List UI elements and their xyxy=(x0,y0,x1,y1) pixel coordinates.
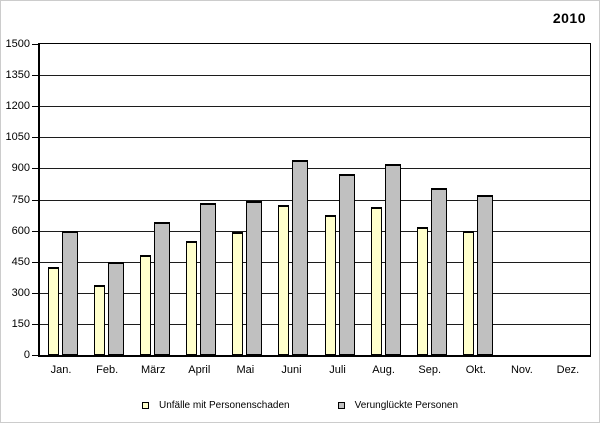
bar-verunglueckte xyxy=(430,188,447,355)
bar-unfaelle xyxy=(186,241,198,355)
x-axis-label: Feb. xyxy=(96,364,119,376)
bar-verunglueckte xyxy=(154,222,171,355)
x-axis-label: März xyxy=(140,364,166,376)
bar-verunglueckte xyxy=(62,231,79,355)
bar-verunglueckte xyxy=(200,203,217,355)
bar-verunglueckte xyxy=(338,174,355,355)
gridline xyxy=(40,75,590,77)
plot-area xyxy=(38,43,591,357)
y-axis-label: 1050 xyxy=(5,131,30,144)
chart-title: 2010 xyxy=(552,10,586,26)
y-axis-label: 900 xyxy=(11,162,30,175)
bar-group xyxy=(409,188,455,355)
bar-unfaelle xyxy=(140,255,152,355)
bar-verunglueckte xyxy=(476,195,493,355)
y-tick xyxy=(32,137,38,139)
gridline xyxy=(40,230,590,232)
y-axis-label: 600 xyxy=(11,224,30,237)
bar-group xyxy=(132,222,178,355)
bar-group xyxy=(86,262,132,355)
x-axis-label: Jan. xyxy=(50,364,72,376)
legend-item-verunglueckte: Verunglückte Personen xyxy=(337,400,459,411)
bar-group xyxy=(363,164,409,355)
y-axis-label: 1500 xyxy=(5,38,30,50)
y-axis-label: 150 xyxy=(11,317,30,330)
bar-verunglueckte xyxy=(246,201,263,355)
y-tick xyxy=(32,199,38,201)
y-tick xyxy=(32,292,38,294)
gridline xyxy=(40,137,590,139)
gridline xyxy=(40,292,590,294)
y-axis-label: 450 xyxy=(11,255,30,268)
bar-unfaelle xyxy=(232,232,244,355)
bar-unfaelle xyxy=(48,267,60,355)
y-axis-label: 300 xyxy=(11,286,30,299)
bar-group xyxy=(270,160,316,355)
x-axis-label: Aug. xyxy=(372,364,395,376)
bar-group xyxy=(317,174,363,355)
bar-group xyxy=(40,231,86,355)
y-tick xyxy=(32,261,38,263)
bar-unfaelle xyxy=(370,207,382,355)
y-axis-label: 1200 xyxy=(5,100,30,113)
y-tick xyxy=(32,44,38,45)
legend-marker-unfaelle-icon xyxy=(141,402,149,409)
y-tick xyxy=(32,355,38,356)
x-axis-label: Okt. xyxy=(465,364,486,376)
bar-group xyxy=(224,201,270,355)
x-axis-label: Sep. xyxy=(418,364,442,376)
bar-unfaelle xyxy=(324,215,336,355)
bar-verunglueckte xyxy=(384,164,401,355)
legend-marker-verunglueckte-icon xyxy=(337,402,345,409)
legend-label-verunglueckte: Verunglückte Personen xyxy=(354,400,459,411)
x-axis-label: Nov. xyxy=(510,364,533,376)
x-axis-label: Juli xyxy=(329,364,346,376)
y-tick xyxy=(32,106,38,108)
x-axis-label: Dez. xyxy=(556,364,580,376)
bar-verunglueckte xyxy=(292,160,309,355)
y-axis-label: 1350 xyxy=(5,69,30,82)
y-tick xyxy=(32,230,38,232)
bar-unfaelle xyxy=(462,231,474,355)
bar-unfaelle xyxy=(416,227,428,355)
y-axis-label: 750 xyxy=(11,193,30,206)
gridline xyxy=(40,323,590,325)
y-tick xyxy=(32,323,38,325)
legend: Unfälle mit Personenschaden Verunglückte… xyxy=(1,400,599,411)
bar-unfaelle xyxy=(94,285,106,355)
bar-verunglueckte xyxy=(108,262,125,355)
gridline xyxy=(40,106,590,108)
gridline xyxy=(40,261,590,263)
legend-label-unfaelle: Unfälle mit Personenschaden xyxy=(158,400,290,411)
bar-group xyxy=(455,195,501,355)
bar-unfaelle xyxy=(278,205,290,355)
legend-item-unfaelle: Unfälle mit Personenschaden xyxy=(141,400,290,411)
y-tick xyxy=(32,168,38,170)
gridline xyxy=(40,199,590,201)
gridline xyxy=(40,168,590,170)
x-axis-label: Juni xyxy=(281,364,302,376)
y-tick xyxy=(32,75,38,77)
x-axis-label: Mai xyxy=(236,364,255,376)
y-axis-label: 0 xyxy=(23,349,30,361)
bar-group xyxy=(178,203,224,355)
x-axis-label: April xyxy=(188,364,211,376)
